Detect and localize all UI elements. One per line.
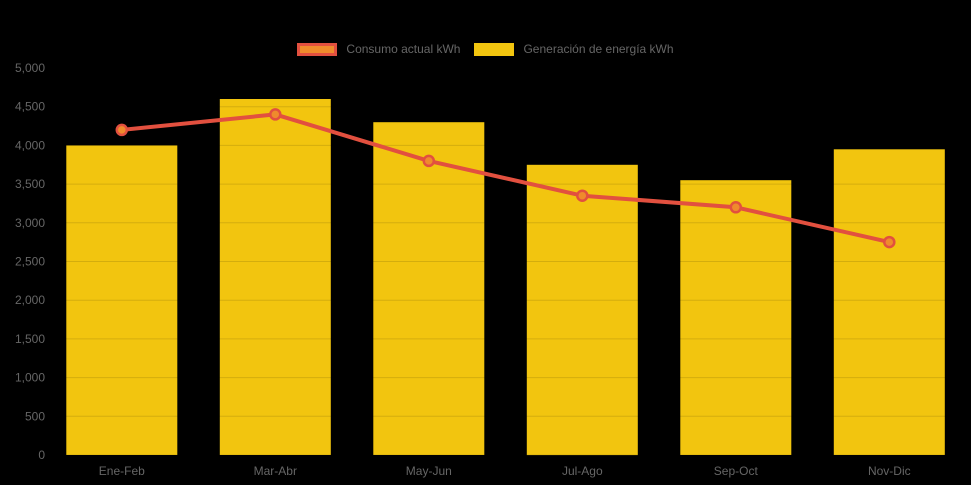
- x-tick-label-jul-ago: Jul-Ago: [562, 464, 603, 478]
- consumo-legend-swatch: [297, 42, 338, 56]
- x-tick-label-ene-feb: Ene-Feb: [99, 464, 145, 478]
- x-tick-label-mar-abr: Mar-Abr: [254, 464, 297, 478]
- legend-item-generacion[interactable]: Generación de energía kWh: [474, 41, 674, 56]
- line-series-layer: [115, 108, 896, 249]
- y-tick-label: 2,500: [15, 255, 45, 269]
- y-tick-label: 1,500: [15, 332, 45, 346]
- y-tick-label: 4,000: [15, 138, 45, 152]
- generacion-legend-label: Generación de energía kWh: [523, 41, 674, 56]
- x-tick-label-nov-dic: Nov-Dic: [868, 464, 911, 478]
- line-point-sep-oct[interactable]: [729, 201, 743, 214]
- y-tick-label: 500: [25, 409, 45, 423]
- consumo-legend-label: Consumo actual kWh: [346, 41, 461, 56]
- bar-nov-dic[interactable]: [833, 149, 945, 456]
- gridlines-layer: [45, 67, 966, 456]
- bar-mar-abr[interactable]: [219, 99, 331, 455]
- line-point-mar-abr[interactable]: [269, 108, 282, 121]
- y-tick-label: 0: [38, 448, 45, 462]
- x-tick-label-may-jun: May-Jun: [406, 464, 452, 478]
- line-point-nov-dic[interactable]: [883, 235, 896, 249]
- y-tick-label: 3,000: [15, 216, 45, 230]
- bar-jul-ago[interactable]: [526, 164, 638, 456]
- y-tick-label: 2,000: [15, 293, 45, 307]
- y-tick-label: 4,500: [15, 100, 45, 114]
- bar-series-layer: [66, 99, 945, 456]
- bar-sep-oct[interactable]: [680, 180, 792, 455]
- y-tick-label: 1,000: [15, 371, 45, 385]
- y-tick-label: 3,500: [15, 177, 45, 191]
- line-point-jul-ago[interactable]: [576, 189, 589, 202]
- bar-ene-feb[interactable]: [66, 145, 178, 455]
- x-axis-tick-labels: Ene-Feb Mar-Abr May-Jun Jul-Ago Sep-Oct Nov-D…: [99, 464, 911, 478]
- chart-legend: Consumo actual kWh Generación de energía…: [0, 40, 971, 58]
- y-axis-tick-labels: 0 500 1,000 1,500 2,000 2,500 3,000 3,500 4,000 4…: [15, 61, 45, 462]
- bar-may-jun[interactable]: [373, 122, 485, 455]
- x-tick-label-sep-oct: Sep-Oct: [714, 464, 759, 478]
- line-point-ene-feb[interactable]: [115, 123, 129, 137]
- y-tick-label: 5,000: [15, 61, 45, 75]
- line-point-may-jun[interactable]: [422, 154, 436, 168]
- legend-item-consumo[interactable]: Consumo actual kWh: [297, 41, 461, 56]
- generacion-legend-swatch: [474, 42, 515, 56]
